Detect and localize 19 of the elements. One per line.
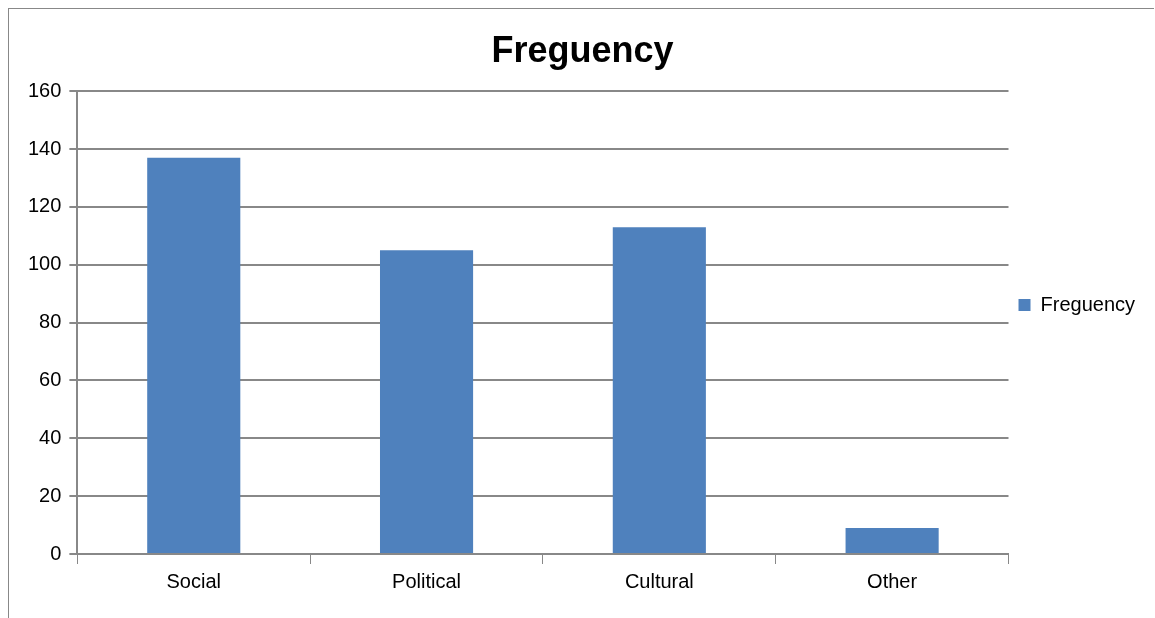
bar <box>379 250 474 553</box>
y-tick-label: 80 <box>39 310 62 333</box>
x-tick-label: Social <box>166 569 221 592</box>
legend-label: Freguency <box>1040 292 1136 315</box>
bar <box>845 527 939 553</box>
y-tick-label: 40 <box>39 425 62 448</box>
x-tick-label: Other <box>867 569 918 592</box>
y-tick-label: 140 <box>27 136 62 159</box>
y-tick-label: 20 <box>39 483 62 506</box>
y-tick-label: 0 <box>50 541 62 564</box>
y-tick-label: 100 <box>27 252 62 275</box>
y-tick-label: 60 <box>39 367 62 390</box>
chart-title: Freguency <box>491 28 674 70</box>
x-tick-label: Cultural <box>624 569 694 592</box>
bar <box>147 157 241 553</box>
bar <box>612 227 706 553</box>
x-tick-label: Political <box>392 569 462 592</box>
y-tick-label: 120 <box>27 194 62 217</box>
y-tick-label: 160 <box>27 78 62 101</box>
